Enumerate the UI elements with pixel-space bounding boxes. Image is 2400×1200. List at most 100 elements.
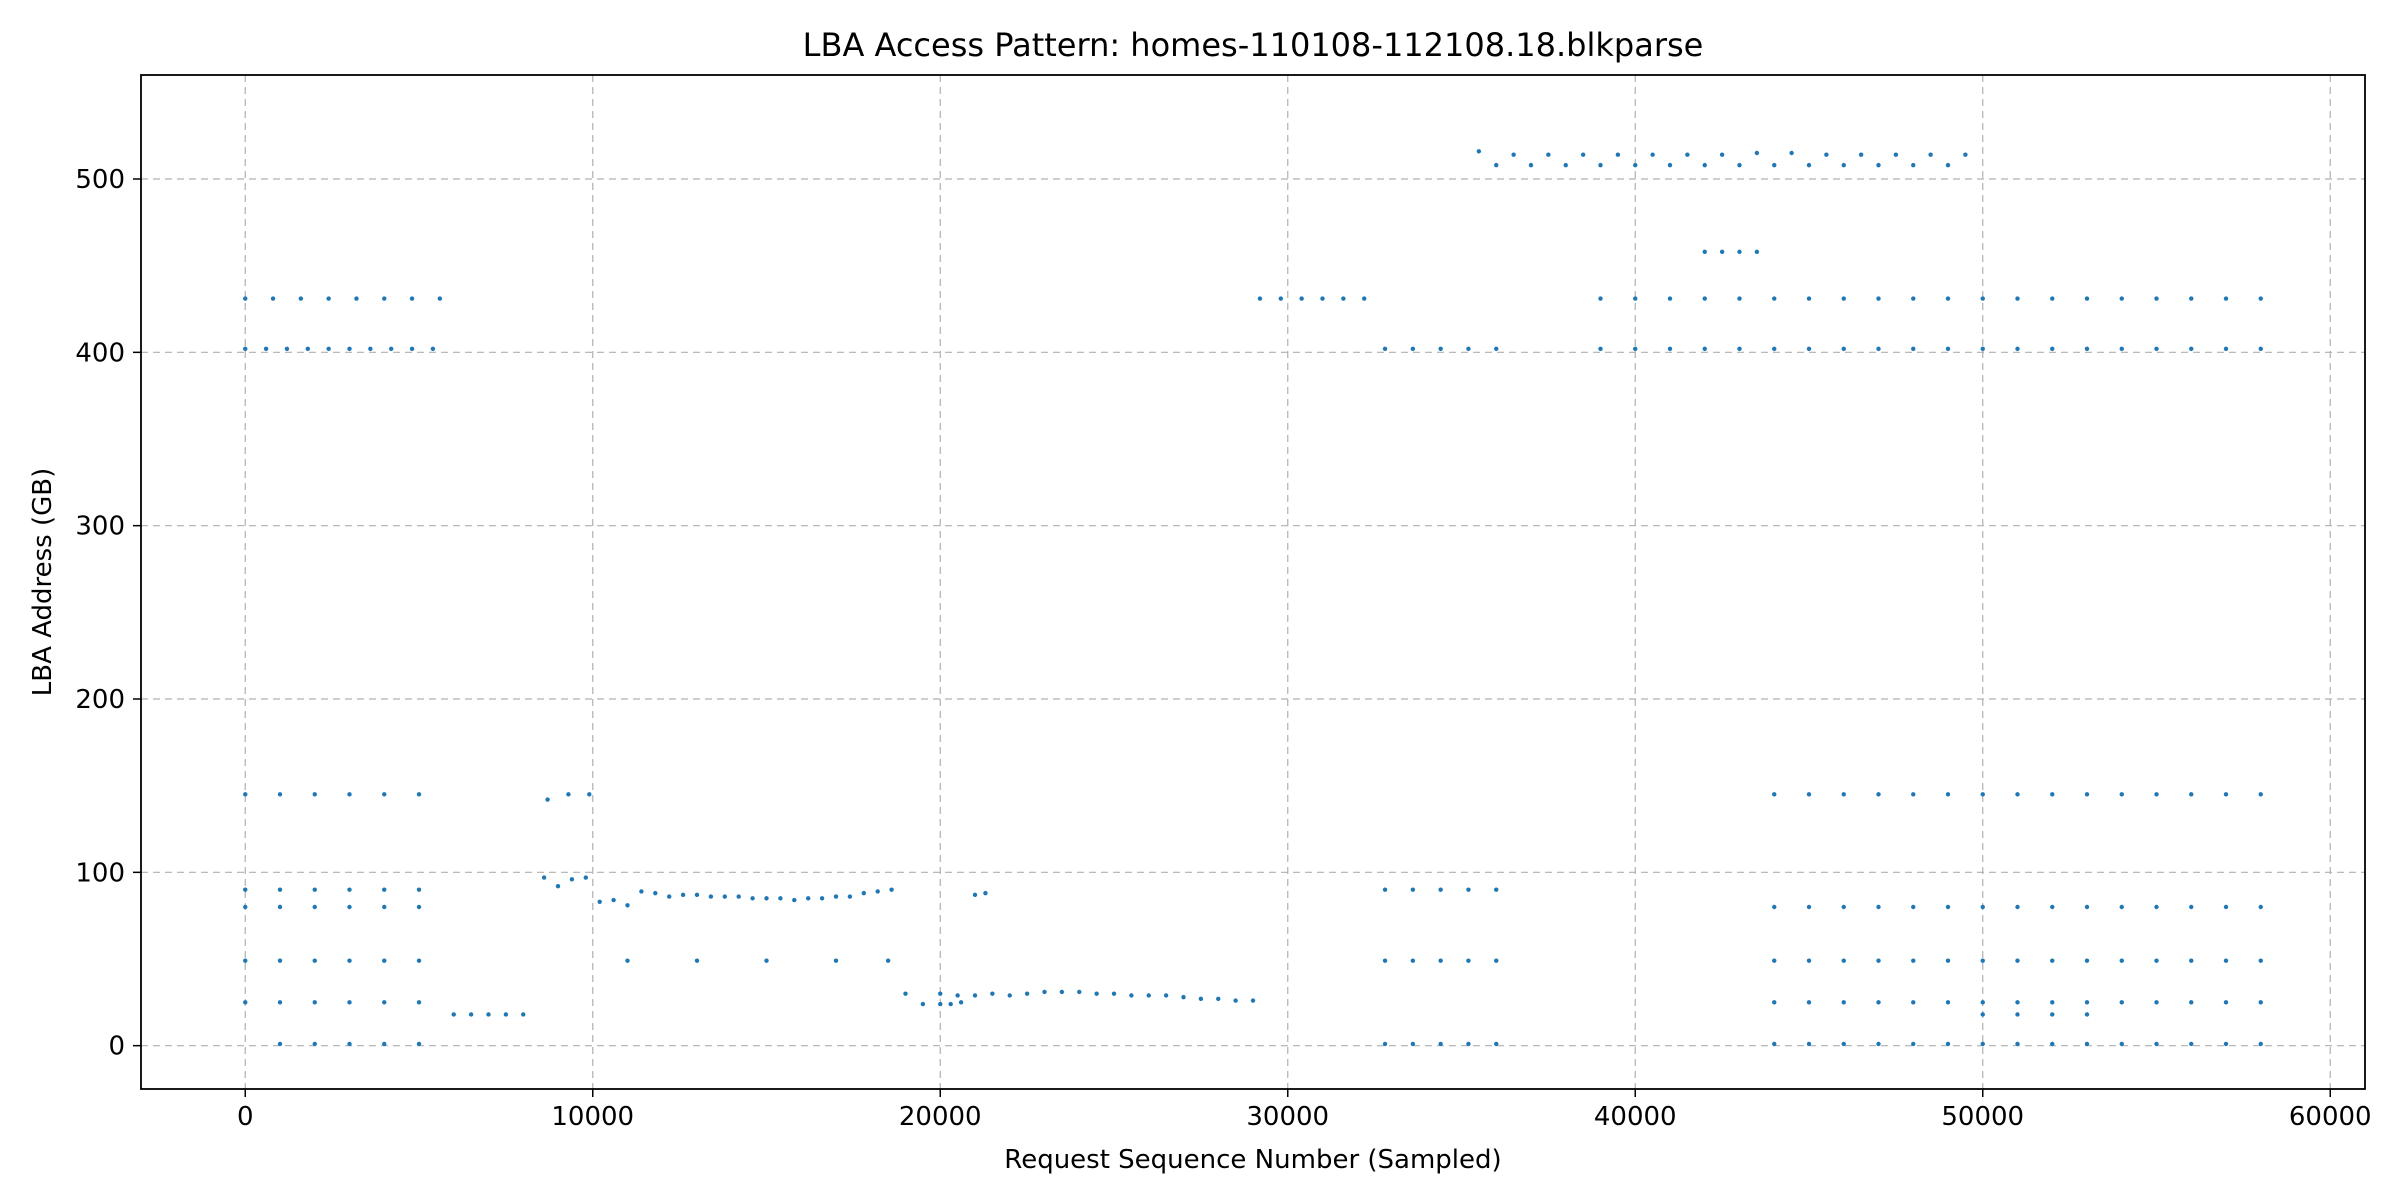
data-point — [389, 346, 394, 352]
data-point — [2223, 1041, 2229, 1047]
data-point — [1754, 150, 1760, 156]
x-tick-label: 20000 — [899, 1102, 982, 1132]
data-point — [1382, 346, 1388, 352]
data-point — [948, 1001, 953, 1007]
data-point — [2050, 346, 2055, 352]
data-point — [2015, 346, 2020, 352]
data-point — [583, 875, 588, 880]
data-point — [1198, 996, 1204, 1002]
data-point — [2015, 904, 2020, 910]
data-point — [1737, 296, 1742, 301]
data-point — [2050, 792, 2055, 797]
data-point — [1928, 152, 1933, 157]
data-point — [1841, 346, 1846, 352]
data-point — [1772, 296, 1777, 301]
data-point — [1876, 958, 1881, 963]
data-point — [885, 958, 891, 963]
data-point — [708, 894, 714, 899]
data-point — [889, 887, 894, 892]
data-point — [1945, 296, 1951, 301]
data-point — [277, 1000, 283, 1005]
data-point — [270, 296, 276, 301]
data-point — [1806, 1041, 1812, 1047]
data-point — [2084, 1000, 2090, 1005]
data-point — [1278, 296, 1284, 301]
data-point — [277, 792, 283, 797]
data-point — [1546, 152, 1551, 157]
data-point — [1824, 152, 1829, 157]
data-point — [587, 792, 592, 797]
data-point — [1737, 346, 1742, 352]
data-point — [1772, 346, 1777, 352]
data-point — [1911, 1000, 1916, 1005]
data-point — [1772, 1041, 1777, 1047]
data-point — [1633, 162, 1638, 168]
x-axis-label: Request Sequence Number (Sampled) — [1004, 1145, 1501, 1175]
data-point — [277, 958, 283, 963]
data-point — [1980, 346, 1985, 352]
data-point — [972, 993, 978, 998]
y-tick-label: 300 — [75, 512, 125, 542]
y-tick-label: 400 — [75, 338, 125, 368]
data-point — [312, 887, 317, 892]
data-point — [1772, 792, 1777, 797]
data-point — [1911, 1041, 1916, 1047]
data-point — [382, 904, 387, 910]
data-point — [2189, 1000, 2194, 1005]
data-point — [778, 896, 783, 901]
data-point — [1615, 152, 1621, 157]
data-point — [639, 889, 644, 894]
data-point — [958, 1000, 964, 1005]
data-point — [2223, 296, 2229, 301]
data-point — [833, 894, 839, 899]
data-point — [1754, 249, 1760, 254]
data-point — [2154, 904, 2159, 910]
data-point — [2223, 346, 2229, 352]
data-point — [243, 296, 248, 301]
data-point — [243, 346, 248, 352]
data-point — [2015, 1000, 2020, 1005]
data-point — [1410, 887, 1416, 892]
data-point — [1382, 958, 1388, 963]
data-point — [545, 797, 550, 802]
data-point — [2154, 958, 2159, 963]
data-point — [347, 1041, 352, 1047]
data-point — [347, 958, 352, 963]
data-point — [2223, 958, 2229, 963]
data-point — [955, 993, 960, 998]
data-point — [2119, 1000, 2124, 1005]
data-point — [569, 877, 575, 882]
data-point — [277, 904, 283, 910]
data-point — [1146, 993, 1151, 998]
data-point — [382, 887, 387, 892]
data-point — [1257, 296, 1263, 301]
data-point — [243, 904, 248, 910]
grid-lines — [141, 75, 2365, 1089]
axis-ticks — [133, 178, 2331, 1097]
data-point — [2119, 958, 2124, 963]
data-point — [1963, 152, 1968, 157]
data-point — [1563, 162, 1568, 168]
data-point — [1181, 994, 1186, 1000]
data-point — [1789, 150, 1794, 156]
data-point — [597, 899, 602, 904]
data-point — [312, 958, 317, 963]
data-point — [382, 296, 387, 301]
data-point — [382, 958, 387, 963]
data-point — [2189, 904, 2194, 910]
y-tick-label: 200 — [75, 685, 125, 715]
data-point — [416, 1000, 422, 1005]
data-point — [1876, 1000, 1881, 1005]
data-point — [806, 896, 811, 901]
data-point — [1438, 887, 1443, 892]
data-point — [312, 1000, 317, 1005]
data-point — [1633, 296, 1638, 301]
data-point — [1598, 296, 1603, 301]
data-point — [437, 296, 443, 301]
data-point — [2119, 296, 2124, 301]
x-tick-label: 0 — [237, 1102, 254, 1132]
data-point — [983, 890, 988, 896]
data-point — [243, 792, 248, 797]
data-point — [1438, 958, 1443, 963]
axis-tick-labels: 0 10000 20000 30000 40000 50000 60000 0 100 200 30… — [75, 165, 2371, 1132]
